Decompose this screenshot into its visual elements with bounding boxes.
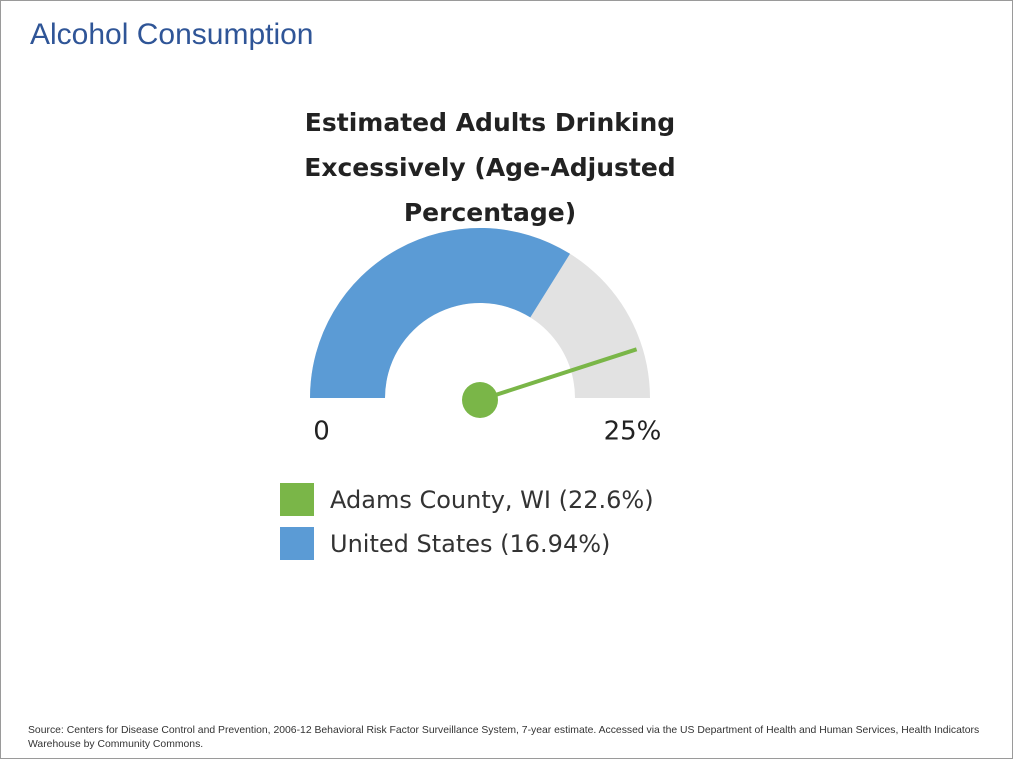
legend-label: United States (16.94%)	[330, 529, 611, 558]
source-note: Source: Centers for Disease Control and …	[28, 725, 980, 750]
legend-entry: United States (16.94%)	[280, 527, 610, 560]
chart-title: Estimated Adults Drinking Excessively (A…	[304, 108, 676, 227]
slide-title: Alcohol Consumption	[30, 18, 314, 51]
gauge-needle	[479, 347, 638, 402]
legend-swatch	[280, 483, 314, 516]
needle-hub	[462, 382, 498, 418]
legend-label: Adams County, WI (22.6%)	[330, 485, 654, 514]
gauge-arc	[310, 228, 571, 398]
tick-label: 25%	[604, 417, 662, 447]
legend-swatch	[280, 527, 314, 560]
legend-entry: Adams County, WI (22.6%)	[280, 483, 654, 516]
tick-label: 0	[313, 417, 330, 447]
